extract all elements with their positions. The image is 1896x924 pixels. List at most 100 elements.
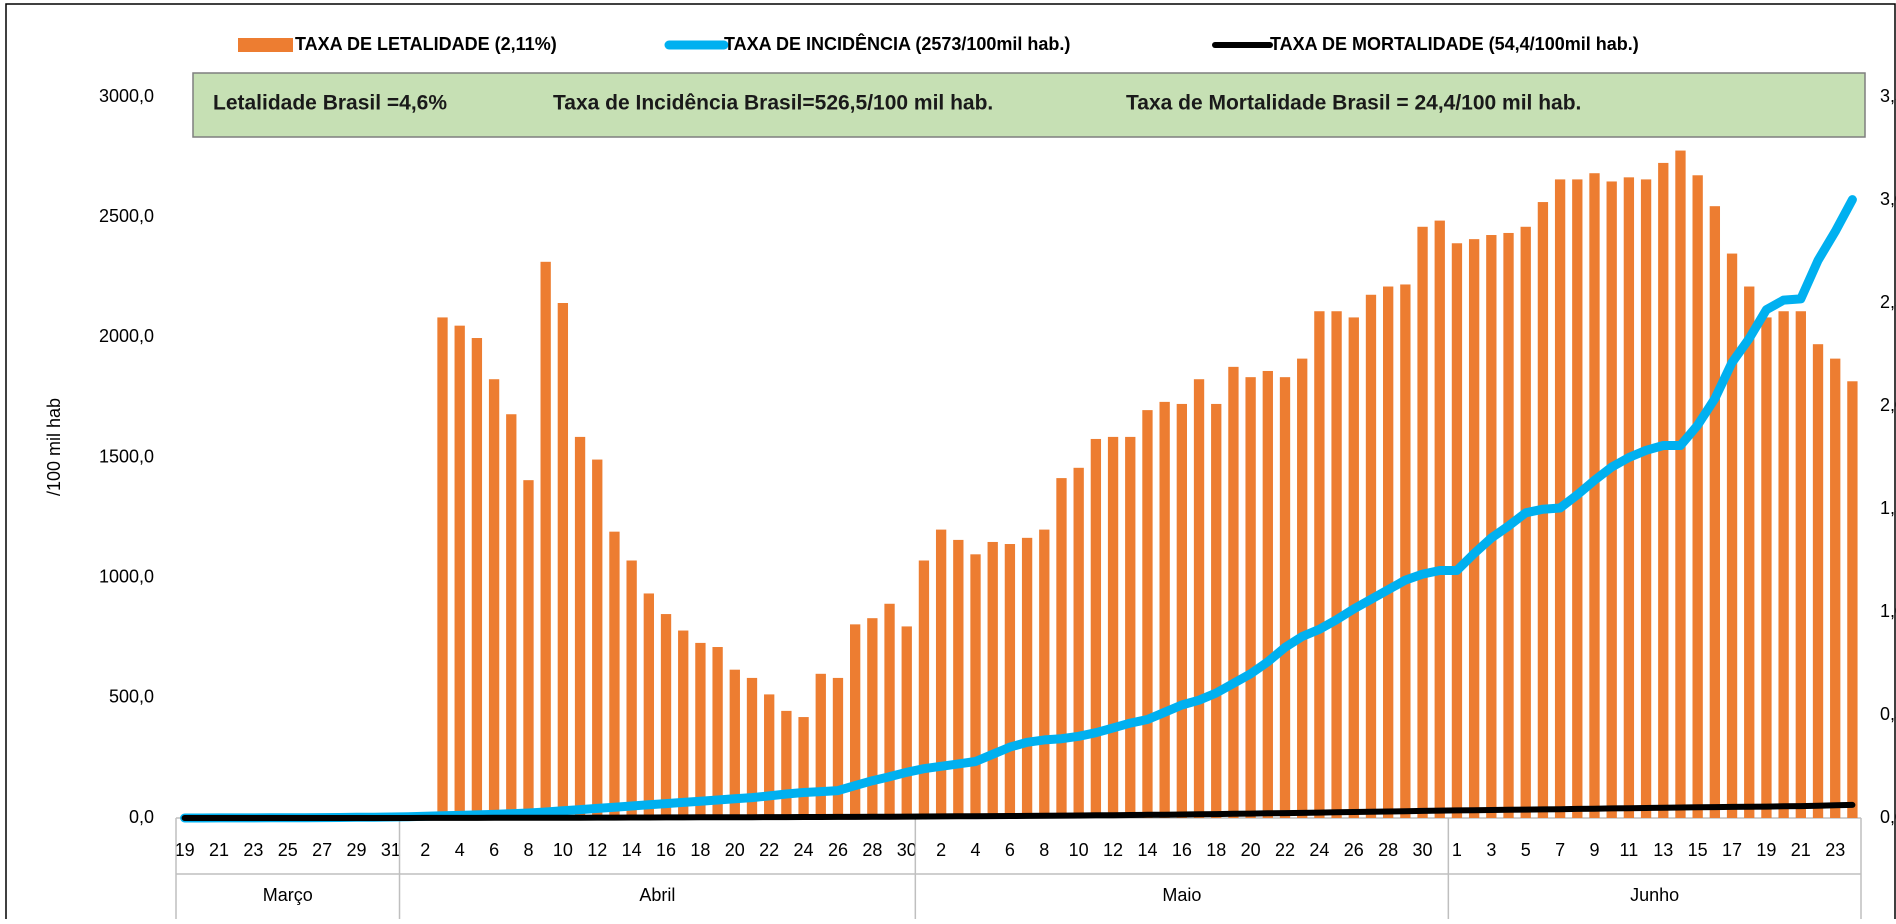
y2-tick-label: 1,5 bbox=[1880, 498, 1896, 518]
y2-tick-label: 1,0 bbox=[1880, 601, 1896, 621]
x-tick-label: 16 bbox=[656, 840, 676, 860]
x-tick-label: 6 bbox=[489, 840, 499, 860]
x-tick-label: 23 bbox=[243, 840, 263, 860]
x-tick-label: 26 bbox=[828, 840, 848, 860]
bar bbox=[1417, 226, 1428, 818]
bar bbox=[850, 624, 861, 818]
bar bbox=[1021, 537, 1033, 818]
info-box bbox=[192, 72, 1866, 138]
bar bbox=[901, 626, 912, 818]
legend-label: TAXA DE LETALIDADE (2,11%) bbox=[295, 34, 557, 54]
x-tick-label: 1 bbox=[1452, 840, 1462, 860]
bar bbox=[781, 710, 792, 818]
x-tick-label: 22 bbox=[1275, 840, 1295, 860]
bar bbox=[798, 717, 809, 818]
bar bbox=[1004, 544, 1016, 818]
bar bbox=[1554, 179, 1566, 818]
x-tick-label: 19 bbox=[1756, 840, 1776, 860]
x-tick-label: 15 bbox=[1688, 840, 1708, 860]
x-tick-label: 4 bbox=[971, 840, 981, 860]
bar bbox=[1211, 403, 1222, 818]
bar bbox=[523, 480, 534, 818]
x-tick-label: 29 bbox=[347, 840, 367, 860]
legend-swatch bbox=[238, 38, 293, 52]
bar bbox=[1176, 403, 1187, 818]
x-tick-label: 31 bbox=[381, 840, 401, 860]
x-tick-label: 22 bbox=[759, 840, 779, 860]
x-tick-label: 18 bbox=[1206, 840, 1226, 860]
y2-tick-label: 0,0 bbox=[1880, 807, 1896, 827]
x-tick-label: 20 bbox=[1241, 840, 1261, 860]
bar bbox=[1658, 162, 1669, 819]
bar bbox=[1125, 436, 1136, 818]
bar bbox=[1468, 239, 1480, 818]
bar bbox=[592, 459, 603, 818]
bar bbox=[746, 677, 758, 818]
x-tick-label: 25 bbox=[278, 840, 298, 860]
x-tick-label: 11 bbox=[1620, 840, 1639, 860]
bar bbox=[1228, 366, 1239, 818]
bar bbox=[1830, 358, 1841, 818]
bar bbox=[540, 261, 551, 818]
bar bbox=[471, 338, 483, 818]
x-tick-label: 24 bbox=[1309, 840, 1329, 860]
bar bbox=[729, 669, 740, 818]
bar bbox=[1365, 294, 1377, 818]
bar bbox=[1383, 286, 1394, 818]
x-tick-label: 21 bbox=[209, 840, 229, 860]
bar bbox=[437, 317, 448, 818]
bar bbox=[1056, 478, 1067, 818]
bar bbox=[506, 414, 517, 818]
bar bbox=[678, 630, 689, 818]
x-tick-label: 19 bbox=[175, 840, 195, 860]
x-group-label: Março bbox=[263, 885, 313, 905]
x-tick-label: 6 bbox=[1005, 840, 1015, 860]
bar bbox=[1847, 381, 1858, 818]
x-tick-label: 10 bbox=[553, 840, 573, 860]
bar bbox=[1778, 311, 1789, 818]
y-tick-label: 1000,0 bbox=[99, 566, 154, 586]
x-tick-label: 30 bbox=[897, 840, 917, 860]
y-tick-label: 1500,0 bbox=[99, 446, 154, 466]
bar bbox=[815, 673, 826, 818]
bar bbox=[1314, 311, 1325, 818]
annotation: Taxa de Mortalidade Brasil = 24,4/100 mi… bbox=[1126, 92, 1581, 115]
x-tick-label: 3 bbox=[1486, 840, 1496, 860]
y-tick-label: 0,0 bbox=[129, 807, 154, 827]
x-tick-label: 17 bbox=[1722, 840, 1742, 860]
annotation: Letalidade Brasil =4,6% bbox=[213, 92, 447, 115]
bar bbox=[454, 325, 465, 818]
bar bbox=[867, 618, 878, 818]
annotation: Taxa de Incidência Brasil=526,5/100 mil … bbox=[553, 92, 993, 115]
x-tick-label: 12 bbox=[1103, 840, 1123, 860]
x-tick-label: 18 bbox=[690, 840, 710, 860]
x-tick-label: 30 bbox=[1413, 840, 1433, 860]
bar bbox=[712, 647, 723, 818]
bar bbox=[1279, 377, 1291, 818]
bar bbox=[970, 554, 981, 818]
y2-tick-label: 3,0 bbox=[1880, 189, 1896, 209]
x-tick-label: 4 bbox=[455, 840, 465, 860]
x-tick-label: 21 bbox=[1791, 840, 1811, 860]
x-group-label: Maio bbox=[1162, 885, 1201, 905]
bar bbox=[884, 603, 895, 818]
bar bbox=[643, 593, 654, 818]
y-tick-label: 500,0 bbox=[109, 687, 154, 707]
bar bbox=[609, 531, 620, 818]
x-tick-label: 5 bbox=[1521, 840, 1531, 860]
chart-frame bbox=[5, 3, 1896, 924]
bar bbox=[1400, 284, 1411, 819]
x-tick-label: 2 bbox=[936, 840, 946, 860]
bar bbox=[1623, 177, 1635, 819]
bar bbox=[626, 560, 637, 818]
bar bbox=[918, 560, 930, 818]
bar bbox=[1675, 150, 1686, 818]
x-group-label: Junho bbox=[1630, 885, 1679, 905]
bar bbox=[1262, 370, 1273, 818]
bar bbox=[1812, 344, 1824, 818]
x-tick-label: 23 bbox=[1825, 840, 1845, 860]
x-tick-label: 2 bbox=[420, 840, 430, 860]
x-tick-label: 7 bbox=[1555, 840, 1565, 860]
